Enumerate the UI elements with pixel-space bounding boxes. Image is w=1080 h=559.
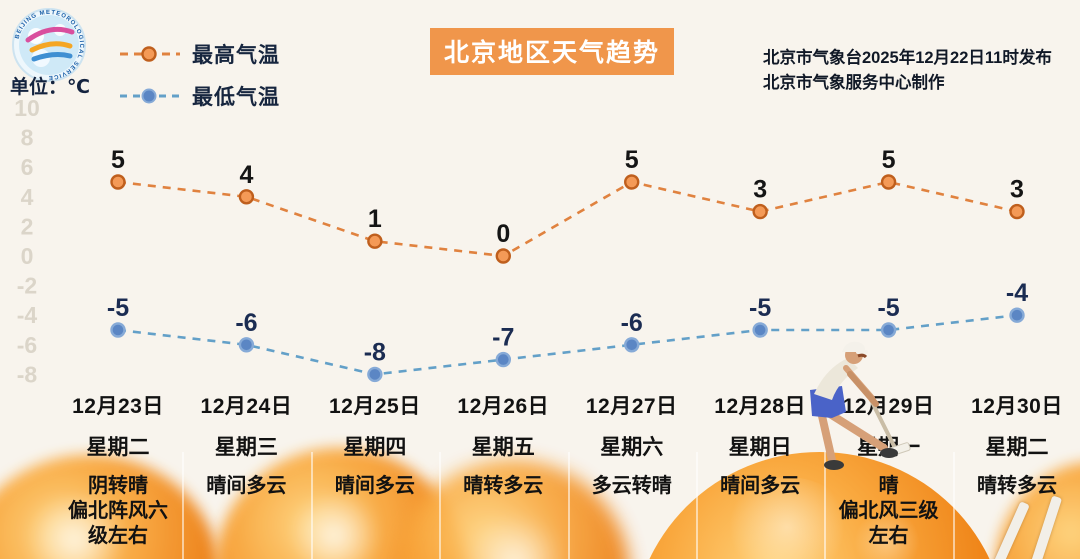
weekday-label: 星期三 xyxy=(214,436,278,459)
data-point-marker xyxy=(238,189,255,205)
y-axis-tick: -6 xyxy=(17,332,37,358)
forecast-column: 12月27日 星期六多云转晴 xyxy=(568,390,696,499)
weekday-label: 星期四 xyxy=(343,436,407,459)
column-separator xyxy=(952,452,955,559)
y-axis-tick: 0 xyxy=(21,243,34,269)
unit-label: 单位：℃ xyxy=(10,77,91,98)
weather-label: 晴间多云 xyxy=(334,475,415,497)
y-axis-tick: -8 xyxy=(17,361,38,387)
date-label: 12月24日 xyxy=(200,395,293,418)
date-label: 12月25日 xyxy=(328,395,421,418)
data-point-marker xyxy=(110,322,126,338)
date-label: 12月30日 xyxy=(971,395,1063,418)
weather-label: 晴转多云 xyxy=(463,475,544,497)
date-label: 12月28日 xyxy=(714,395,806,418)
data-point-marker xyxy=(752,203,768,220)
forecast-column: 12月24日 星期三晴间多云 xyxy=(182,390,310,499)
legend-item-high: 最高气温 xyxy=(118,40,280,68)
data-point-value: -4 xyxy=(1006,279,1028,307)
forecast-column: 12月29日 星期一晴偏北风三级 左右 xyxy=(824,390,952,549)
weather-label: 晴间多云 xyxy=(720,475,801,497)
data-point-marker xyxy=(752,322,768,338)
weather-label: 晴转多云 xyxy=(976,475,1057,497)
column-separator xyxy=(695,452,698,559)
forecast-column: 12月30日 星期二晴转多云 xyxy=(953,390,1080,499)
data-point-marker xyxy=(880,174,897,190)
legend-label-high: 最高气温 xyxy=(192,44,280,67)
weekday-label: 星期日 xyxy=(728,436,792,459)
data-point-value: 4 xyxy=(239,161,253,189)
weekday-label: 星期六 xyxy=(600,436,664,459)
issued-line2: 北京市气象服务中心制作 xyxy=(763,74,945,92)
y-axis-tick: 4 xyxy=(21,184,34,210)
y-axis-tick: -2 xyxy=(17,273,37,299)
chart-legend: 最高气温 最低气温 xyxy=(118,40,280,124)
data-point-value: -5 xyxy=(877,294,899,322)
data-point-marker xyxy=(1009,307,1025,323)
data-point-value: -8 xyxy=(364,338,386,366)
data-point-marker xyxy=(110,174,126,190)
weekday-label: 星期五 xyxy=(471,436,535,459)
low-temp-legend-marker xyxy=(120,88,180,104)
date-label: 12月27日 xyxy=(585,395,678,418)
page-title: 北京地区天气趋势 xyxy=(430,28,675,75)
data-point-marker xyxy=(238,337,255,353)
data-point-marker xyxy=(495,248,511,264)
date-label: 12月29日 xyxy=(842,395,935,418)
weekday-label: 星期二 xyxy=(86,436,150,459)
weather-label: 晴偏北风三级 左右 xyxy=(838,475,939,547)
beijing-meteorological-service-logo: BEIJING METEOROLOGICAL SERVICE xyxy=(12,8,86,82)
data-point-marker xyxy=(495,351,511,368)
forecast-column: 12月26日 星期五晴转多云 xyxy=(439,390,567,499)
y-axis-tick: 8 xyxy=(21,125,34,151)
column-separator xyxy=(439,452,442,559)
data-point-marker xyxy=(624,337,640,353)
data-point-marker xyxy=(1009,203,1025,220)
data-point-value: 5 xyxy=(625,146,639,174)
y-axis-tick: 2 xyxy=(21,213,34,239)
date-label: 12月23日 xyxy=(72,395,164,418)
data-point-value: -7 xyxy=(492,324,514,352)
data-point-value: 0 xyxy=(496,220,510,248)
legend-label-low: 最低气温 xyxy=(192,86,280,109)
data-point-value: 3 xyxy=(1010,176,1024,204)
data-point-value: 1 xyxy=(368,205,382,233)
forecast-column: 12月25日 星期四晴间多云 xyxy=(311,390,439,499)
data-point-marker xyxy=(624,174,640,190)
legend-item-low: 最低气温 xyxy=(118,82,280,110)
data-point-value: 3 xyxy=(753,176,767,204)
data-point-value: 5 xyxy=(882,146,896,174)
column-separator xyxy=(824,452,827,559)
column-separator xyxy=(182,452,185,559)
weather-label: 多云转晴 xyxy=(591,475,672,497)
y-axis-tick: -4 xyxy=(17,302,38,328)
column-separator xyxy=(310,452,313,559)
weather-label: 晴间多云 xyxy=(206,475,287,497)
issued-line1: 北京市气象台2025年12月22日11时发布 xyxy=(763,49,1052,67)
data-point-value: -6 xyxy=(621,309,643,337)
data-point-value: -5 xyxy=(107,294,129,322)
data-point-marker xyxy=(367,366,383,383)
weather-label: 阴转晴 偏北阵风六 级左右 xyxy=(67,475,168,547)
series-line-最高气温 xyxy=(117,180,1018,258)
high-temp-legend-marker xyxy=(120,46,180,62)
data-point-value: -5 xyxy=(749,294,771,322)
date-label: 12月26日 xyxy=(457,395,550,418)
forecast-column: 12月23日 星期二阴转晴 偏北阵风六 级左右 xyxy=(54,390,182,549)
issued-info: 北京市气象台2025年12月22日11时发布 北京市气象服务中心制作 xyxy=(763,46,1052,96)
column-separator xyxy=(567,452,570,559)
person-sweeping-figure xyxy=(810,341,911,470)
forecast-column: 12月28日 星期日晴间多云 xyxy=(696,390,824,499)
weekday-label: 星期二 xyxy=(985,436,1049,459)
y-axis-tick: 6 xyxy=(21,154,34,180)
data-point-marker xyxy=(367,233,383,249)
data-point-value: -6 xyxy=(235,309,257,337)
data-point-value: 5 xyxy=(111,146,125,174)
